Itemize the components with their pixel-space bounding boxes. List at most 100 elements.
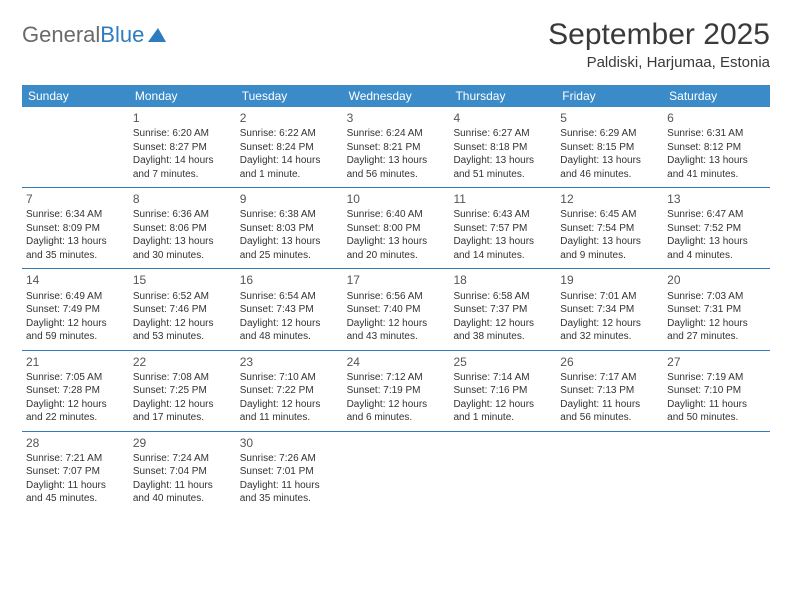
day-number: 2 xyxy=(240,110,339,126)
sunrise-text: Sunrise: 6:36 AM xyxy=(133,208,232,222)
sunrise-text: Sunrise: 6:31 AM xyxy=(667,127,766,141)
day-number: 14 xyxy=(26,272,125,288)
sunset-text: Sunset: 7:43 PM xyxy=(240,303,339,317)
day-number: 21 xyxy=(26,354,125,370)
sunrise-text: Sunrise: 7:19 AM xyxy=(667,371,766,385)
sunset-text: Sunset: 8:24 PM xyxy=(240,141,339,155)
calendar-cell: 8Sunrise: 6:36 AMSunset: 8:06 PMDaylight… xyxy=(129,188,236,268)
day-number: 28 xyxy=(26,435,125,451)
calendar-cell xyxy=(556,432,663,512)
day-number: 18 xyxy=(453,272,552,288)
daylight-text: Daylight: 13 hours and 56 minutes. xyxy=(347,154,446,181)
day-header-row: SundayMondayTuesdayWednesdayThursdayFrid… xyxy=(22,85,770,107)
calendar-cell: 17Sunrise: 6:56 AMSunset: 7:40 PMDayligh… xyxy=(343,269,450,349)
day-number: 17 xyxy=(347,272,446,288)
sunrise-text: Sunrise: 7:12 AM xyxy=(347,371,446,385)
sunrise-text: Sunrise: 6:27 AM xyxy=(453,127,552,141)
daylight-text: Daylight: 12 hours and 38 minutes. xyxy=(453,317,552,344)
calendar-cell: 20Sunrise: 7:03 AMSunset: 7:31 PMDayligh… xyxy=(663,269,770,349)
sunrise-text: Sunrise: 6:40 AM xyxy=(347,208,446,222)
calendar-cell: 12Sunrise: 6:45 AMSunset: 7:54 PMDayligh… xyxy=(556,188,663,268)
sunset-text: Sunset: 7:57 PM xyxy=(453,222,552,236)
daylight-text: Daylight: 11 hours and 56 minutes. xyxy=(560,398,659,425)
sunrise-text: Sunrise: 6:43 AM xyxy=(453,208,552,222)
sunset-text: Sunset: 7:28 PM xyxy=(26,384,125,398)
sunrise-text: Sunrise: 6:24 AM xyxy=(347,127,446,141)
calendar-cell: 1Sunrise: 6:20 AMSunset: 8:27 PMDaylight… xyxy=(129,107,236,187)
calendar-cell: 3Sunrise: 6:24 AMSunset: 8:21 PMDaylight… xyxy=(343,107,450,187)
sunrise-text: Sunrise: 7:01 AM xyxy=(560,290,659,304)
calendar-cell: 2Sunrise: 6:22 AMSunset: 8:24 PMDaylight… xyxy=(236,107,343,187)
day-header-thursday: Thursday xyxy=(449,85,556,107)
daylight-text: Daylight: 12 hours and 22 minutes. xyxy=(26,398,125,425)
sunset-text: Sunset: 8:09 PM xyxy=(26,222,125,236)
day-header-saturday: Saturday xyxy=(663,85,770,107)
calendar-cell xyxy=(663,432,770,512)
sunrise-text: Sunrise: 6:54 AM xyxy=(240,290,339,304)
day-number: 4 xyxy=(453,110,552,126)
day-number: 22 xyxy=(133,354,232,370)
sunrise-text: Sunrise: 6:29 AM xyxy=(560,127,659,141)
daylight-text: Daylight: 13 hours and 35 minutes. xyxy=(26,235,125,262)
daylight-text: Daylight: 12 hours and 32 minutes. xyxy=(560,317,659,344)
sunset-text: Sunset: 7:37 PM xyxy=(453,303,552,317)
sunset-text: Sunset: 8:03 PM xyxy=(240,222,339,236)
sunset-text: Sunset: 7:19 PM xyxy=(347,384,446,398)
day-number: 6 xyxy=(667,110,766,126)
calendar-cell: 14Sunrise: 6:49 AMSunset: 7:49 PMDayligh… xyxy=(22,269,129,349)
sunrise-text: Sunrise: 7:05 AM xyxy=(26,371,125,385)
calendar-cell: 9Sunrise: 6:38 AMSunset: 8:03 PMDaylight… xyxy=(236,188,343,268)
daylight-text: Daylight: 11 hours and 40 minutes. xyxy=(133,479,232,506)
sunrise-text: Sunrise: 6:52 AM xyxy=(133,290,232,304)
calendar-cell: 6Sunrise: 6:31 AMSunset: 8:12 PMDaylight… xyxy=(663,107,770,187)
sunrise-text: Sunrise: 6:34 AM xyxy=(26,208,125,222)
calendar-cell: 19Sunrise: 7:01 AMSunset: 7:34 PMDayligh… xyxy=(556,269,663,349)
logo-text-general: General xyxy=(22,22,100,48)
daylight-text: Daylight: 11 hours and 50 minutes. xyxy=(667,398,766,425)
day-header-wednesday: Wednesday xyxy=(343,85,450,107)
sunset-text: Sunset: 7:13 PM xyxy=(560,384,659,398)
calendar-cell: 24Sunrise: 7:12 AMSunset: 7:19 PMDayligh… xyxy=(343,351,450,431)
sunset-text: Sunset: 7:04 PM xyxy=(133,465,232,479)
daylight-text: Daylight: 13 hours and 51 minutes. xyxy=(453,154,552,181)
day-number: 9 xyxy=(240,191,339,207)
calendar-cell: 30Sunrise: 7:26 AMSunset: 7:01 PMDayligh… xyxy=(236,432,343,512)
daylight-text: Daylight: 11 hours and 35 minutes. xyxy=(240,479,339,506)
day-number: 15 xyxy=(133,272,232,288)
sunset-text: Sunset: 8:18 PM xyxy=(453,141,552,155)
day-number: 26 xyxy=(560,354,659,370)
sunset-text: Sunset: 7:10 PM xyxy=(667,384,766,398)
logo-text-blue: Blue xyxy=(100,22,144,48)
sunset-text: Sunset: 7:31 PM xyxy=(667,303,766,317)
sunrise-text: Sunrise: 7:24 AM xyxy=(133,452,232,466)
calendar-cell: 26Sunrise: 7:17 AMSunset: 7:13 PMDayligh… xyxy=(556,351,663,431)
calendar-cell xyxy=(22,107,129,187)
day-header-tuesday: Tuesday xyxy=(236,85,343,107)
sunset-text: Sunset: 7:07 PM xyxy=(26,465,125,479)
day-number: 8 xyxy=(133,191,232,207)
week-row: 7Sunrise: 6:34 AMSunset: 8:09 PMDaylight… xyxy=(22,188,770,269)
day-number: 7 xyxy=(26,191,125,207)
sunrise-text: Sunrise: 6:45 AM xyxy=(560,208,659,222)
daylight-text: Daylight: 13 hours and 46 minutes. xyxy=(560,154,659,181)
sunset-text: Sunset: 8:21 PM xyxy=(347,141,446,155)
month-title: September 2025 xyxy=(548,18,770,52)
calendar-cell: 18Sunrise: 6:58 AMSunset: 7:37 PMDayligh… xyxy=(449,269,556,349)
daylight-text: Daylight: 13 hours and 20 minutes. xyxy=(347,235,446,262)
sunrise-text: Sunrise: 7:10 AM xyxy=(240,371,339,385)
day-header-sunday: Sunday xyxy=(22,85,129,107)
week-row: 21Sunrise: 7:05 AMSunset: 7:28 PMDayligh… xyxy=(22,351,770,432)
sunset-text: Sunset: 7:16 PM xyxy=(453,384,552,398)
calendar-cell: 4Sunrise: 6:27 AMSunset: 8:18 PMDaylight… xyxy=(449,107,556,187)
sunrise-text: Sunrise: 6:20 AM xyxy=(133,127,232,141)
calendar-cell: 25Sunrise: 7:14 AMSunset: 7:16 PMDayligh… xyxy=(449,351,556,431)
daylight-text: Daylight: 13 hours and 30 minutes. xyxy=(133,235,232,262)
day-number: 23 xyxy=(240,354,339,370)
calendar-cell: 23Sunrise: 7:10 AMSunset: 7:22 PMDayligh… xyxy=(236,351,343,431)
daylight-text: Daylight: 12 hours and 43 minutes. xyxy=(347,317,446,344)
daylight-text: Daylight: 12 hours and 53 minutes. xyxy=(133,317,232,344)
daylight-text: Daylight: 14 hours and 7 minutes. xyxy=(133,154,232,181)
daylight-text: Daylight: 12 hours and 59 minutes. xyxy=(26,317,125,344)
sunset-text: Sunset: 8:27 PM xyxy=(133,141,232,155)
daylight-text: Daylight: 12 hours and 6 minutes. xyxy=(347,398,446,425)
